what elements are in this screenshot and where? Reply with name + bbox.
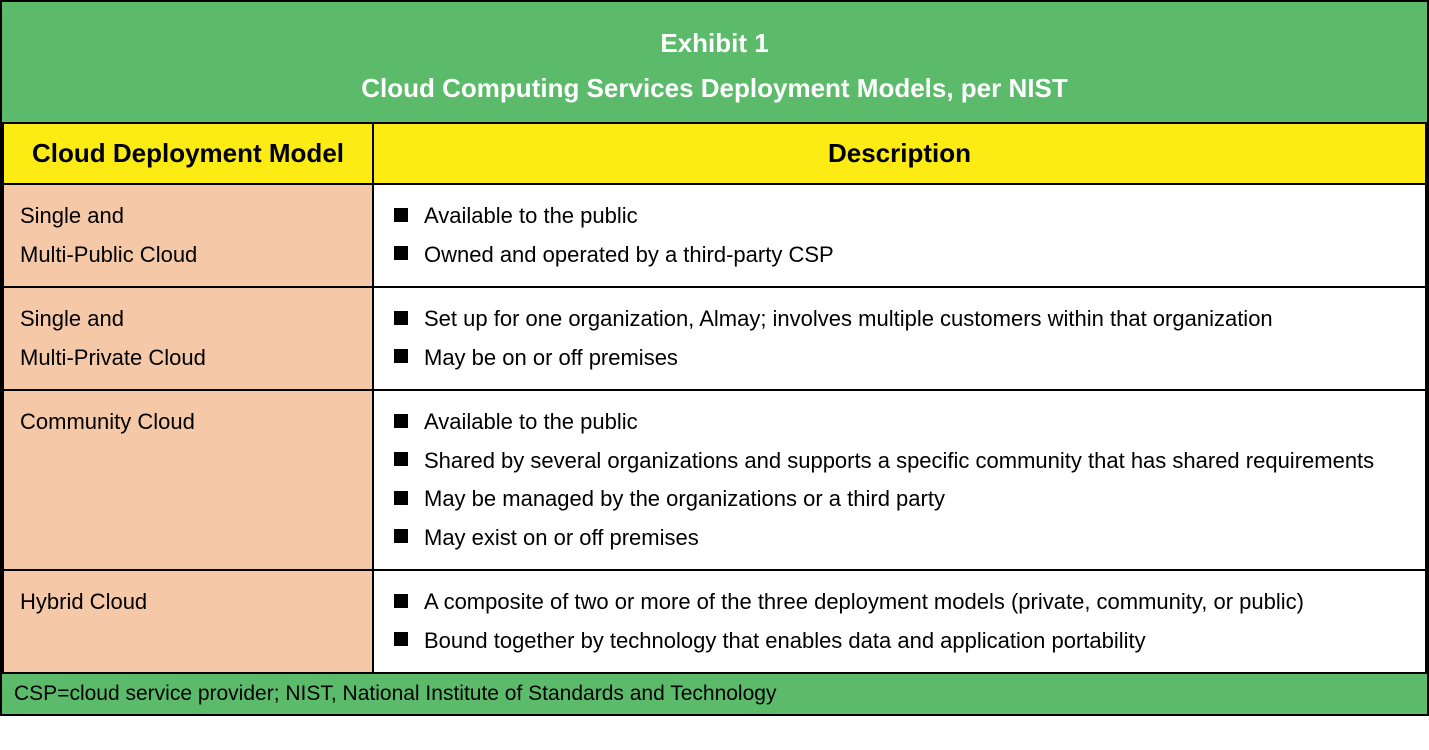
description-bullet: May be on or off premises	[394, 339, 1409, 378]
exhibit-number: Exhibit 1	[12, 24, 1417, 63]
model-cell: Single andMulti-Private Cloud	[3, 287, 373, 390]
description-cell: Available to the publicShared by several…	[373, 390, 1426, 570]
description-cell: Available to the publicOwned and operate…	[373, 184, 1426, 287]
exhibit-footnote: CSP=cloud service provider; NIST, Nation…	[2, 674, 1427, 714]
deployment-models-table: Cloud Deployment Model Description Singl…	[2, 122, 1427, 674]
model-cell: Community Cloud	[3, 390, 373, 570]
model-name-line: Multi-Public Cloud	[20, 236, 356, 275]
model-cell: Single andMulti-Public Cloud	[3, 184, 373, 287]
column-header-description: Description	[373, 123, 1426, 184]
exhibit-container: Exhibit 1 Cloud Computing Services Deplo…	[0, 0, 1429, 716]
model-cell: Hybrid Cloud	[3, 570, 373, 673]
description-bullet: Shared by several organizations and supp…	[394, 442, 1409, 481]
table-row: Single andMulti-Private Cloud Set up for …	[3, 287, 1426, 390]
description-bullet: May be managed by the organizations or a…	[394, 480, 1409, 519]
table-row: Hybrid Cloud A composite of two or more o…	[3, 570, 1426, 673]
model-name-line: Single and	[20, 197, 356, 236]
description-list: Available to the publicOwned and operate…	[390, 197, 1409, 274]
description-bullet: Available to the public	[394, 197, 1409, 236]
description-bullet: May exist on or off premises	[394, 519, 1409, 558]
description-bullet: Owned and operated by a third-party CSP	[394, 236, 1409, 275]
description-list: Set up for one organization, Almay; invo…	[390, 300, 1409, 377]
description-bullet: Bound together by technology that enable…	[394, 622, 1409, 661]
exhibit-header: Exhibit 1 Cloud Computing Services Deplo…	[2, 2, 1427, 122]
description-cell: A composite of two or more of the three …	[373, 570, 1426, 673]
exhibit-title: Cloud Computing Services Deployment Mode…	[12, 69, 1417, 108]
description-list: A composite of two or more of the three …	[390, 583, 1409, 660]
description-cell: Set up for one organization, Almay; invo…	[373, 287, 1426, 390]
model-name-line: Community Cloud	[20, 403, 356, 442]
table-header-row: Cloud Deployment Model Description	[3, 123, 1426, 184]
description-bullet: Available to the public	[394, 403, 1409, 442]
model-name-line: Multi-Private Cloud	[20, 339, 356, 378]
table-row: Single andMulti-Public CloudAvailable to…	[3, 184, 1426, 287]
model-name-line: Hybrid Cloud	[20, 583, 356, 622]
description-bullet: A composite of two or more of the three …	[394, 583, 1409, 622]
column-header-model: Cloud Deployment Model	[3, 123, 373, 184]
model-name-line: Single and	[20, 300, 356, 339]
description-list: Available to the publicShared by several…	[390, 403, 1409, 557]
table-row: Community Cloud Available to the publicSh…	[3, 390, 1426, 570]
description-bullet: Set up for one organization, Almay; invo…	[394, 300, 1409, 339]
